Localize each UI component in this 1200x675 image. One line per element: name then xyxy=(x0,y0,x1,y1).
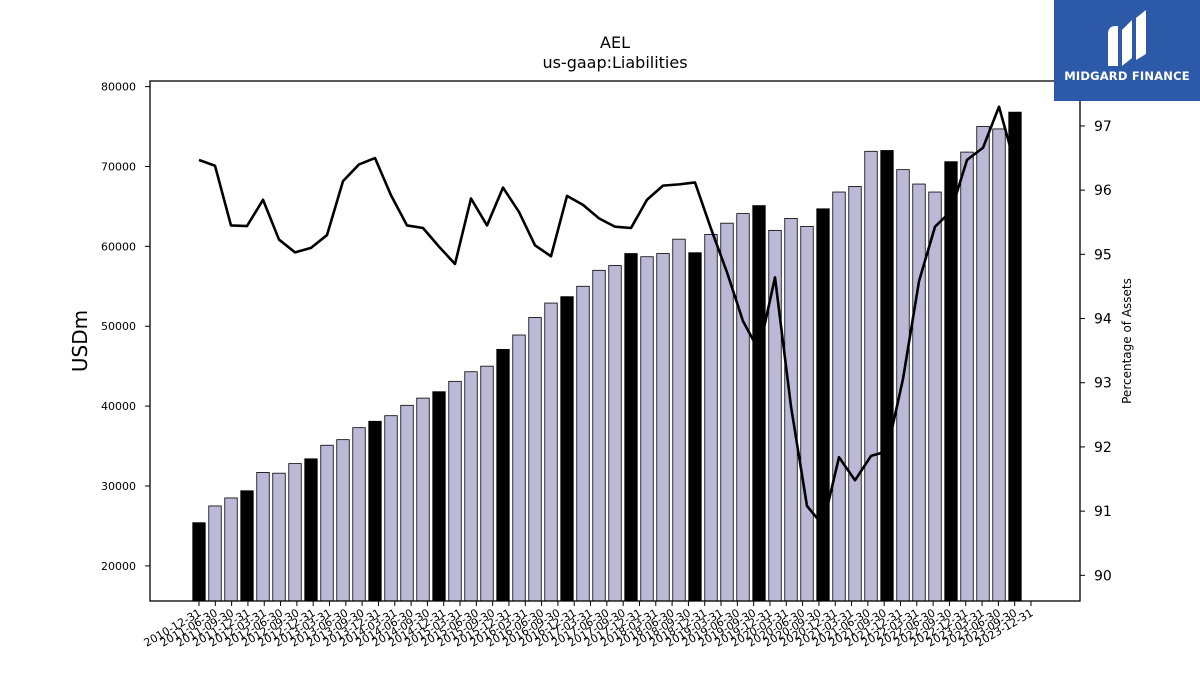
bar xyxy=(448,380,462,602)
y-tick-label: 80000 xyxy=(101,81,136,94)
y2-tick-label: 92 xyxy=(1094,440,1112,456)
chart-title: AEL xyxy=(600,33,630,52)
bar xyxy=(1008,111,1022,602)
bar xyxy=(528,317,542,602)
y2-tick-label: 97 xyxy=(1094,119,1112,135)
y2-tick-label: 94 xyxy=(1094,312,1112,328)
bar xyxy=(960,151,974,602)
bar xyxy=(464,371,478,602)
bar xyxy=(736,213,750,602)
bar xyxy=(928,191,942,602)
y-tick-label: 60000 xyxy=(101,240,136,253)
bar xyxy=(192,522,206,602)
bar xyxy=(848,186,862,602)
y2-tick-label: 95 xyxy=(1094,247,1112,263)
bar xyxy=(864,150,878,602)
bar xyxy=(896,169,910,602)
bar xyxy=(688,252,702,602)
midgard-finance-logo: MIDGARD FINANCE xyxy=(1054,0,1200,101)
bar xyxy=(912,183,926,602)
bar xyxy=(816,208,830,602)
bar xyxy=(512,334,526,602)
y-axis-label: USDm xyxy=(68,310,92,372)
bar xyxy=(208,505,222,602)
bar xyxy=(560,296,574,602)
bar xyxy=(624,253,638,602)
bar xyxy=(720,222,734,602)
bar xyxy=(832,191,846,602)
bar xyxy=(288,463,302,602)
y2-axis-label: Percentage of Assets xyxy=(1120,278,1134,404)
bar xyxy=(256,471,270,602)
bar xyxy=(240,490,254,602)
logo-text: MIDGARD FINANCE xyxy=(1064,69,1190,83)
logo-mark-icon xyxy=(1108,10,1146,66)
bar xyxy=(304,458,318,602)
bar xyxy=(976,126,990,602)
bar xyxy=(384,415,398,602)
bar xyxy=(752,205,766,602)
y-tick-label: 70000 xyxy=(101,160,136,173)
bar xyxy=(224,497,238,602)
line-path xyxy=(198,105,1017,527)
plot-frame xyxy=(149,80,1081,602)
line-series xyxy=(198,105,1017,527)
bar xyxy=(656,253,670,602)
bar xyxy=(576,285,590,602)
chart-subtitle: us-gaap:Liabilities xyxy=(542,53,687,72)
bar xyxy=(336,439,350,602)
right-y-axis: 90 91 92 93 94 95 96 97 xyxy=(1080,119,1112,584)
y2-tick-label: 93 xyxy=(1094,376,1112,392)
bar xyxy=(592,269,606,602)
bar xyxy=(944,161,958,602)
bar xyxy=(544,302,558,602)
y-tick-label: 30000 xyxy=(101,480,136,493)
x-axis: 2010-12-312011-06-302011-09-302011-12-31… xyxy=(142,601,1036,650)
bar xyxy=(496,348,510,602)
bar xyxy=(704,233,718,602)
y2-tick-label: 90 xyxy=(1094,568,1112,584)
bar xyxy=(352,427,366,602)
y2-tick-label: 96 xyxy=(1094,183,1112,199)
bar xyxy=(640,256,654,602)
left-y-axis: 20000 30000 40000 50000 60000 70000 80000 xyxy=(101,81,150,573)
bar xyxy=(432,391,446,602)
bar xyxy=(272,472,286,602)
bar xyxy=(608,265,622,602)
bar xyxy=(880,150,894,602)
bar xyxy=(320,444,334,602)
y-tick-label: 50000 xyxy=(101,320,136,333)
bar xyxy=(400,404,414,602)
bar xyxy=(800,225,814,602)
y-tick-label: 40000 xyxy=(101,400,136,413)
bar-series xyxy=(192,111,1022,602)
y2-tick-label: 91 xyxy=(1094,504,1112,520)
y-tick-label: 20000 xyxy=(101,560,136,573)
bar xyxy=(480,365,494,602)
bar xyxy=(416,397,430,602)
bar xyxy=(672,238,686,602)
bar xyxy=(992,128,1006,602)
bar xyxy=(368,420,382,602)
